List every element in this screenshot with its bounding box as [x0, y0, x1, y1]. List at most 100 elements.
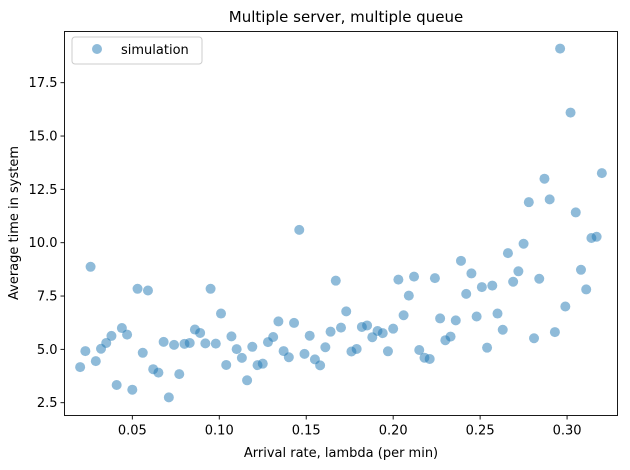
data-point: [581, 284, 592, 295]
data-point: [476, 282, 487, 293]
data-point: [429, 273, 440, 284]
data-point: [273, 316, 284, 327]
plot-area-frame: [64, 31, 618, 416]
data-point: [216, 308, 227, 319]
x-tick-label: 0.30: [553, 424, 582, 439]
data-point: [461, 288, 472, 299]
data-point: [85, 261, 96, 272]
data-point: [75, 362, 86, 373]
data-point: [341, 306, 352, 317]
data-point: [226, 331, 237, 342]
data-point: [466, 268, 477, 279]
data-point: [90, 356, 101, 367]
x-tick-label: 0.05: [118, 424, 147, 439]
data-point: [330, 275, 341, 286]
data-point: [351, 343, 362, 354]
y-tick-label: 7.5: [37, 290, 58, 305]
data-point: [575, 264, 586, 275]
data-point: [591, 231, 602, 242]
data-point: [398, 310, 409, 321]
data-point: [242, 375, 253, 386]
data-point: [205, 283, 216, 294]
legend-label: simulation: [121, 43, 189, 58]
data-point: [570, 207, 581, 218]
data-point: [132, 283, 143, 294]
data-point: [414, 345, 425, 356]
data-point: [299, 348, 310, 359]
x-axis-ticks: 0.05 0.10 0.15 0.20 0.25 0.30: [118, 415, 582, 439]
y-axis-ticks: 2.5 5.0 7.5 10.0 12.5 15.0 17.5: [29, 76, 65, 411]
data-point: [497, 324, 508, 335]
data-point: [409, 271, 420, 282]
data-point: [200, 338, 211, 349]
data-point: [304, 330, 315, 341]
data-point: [382, 346, 393, 357]
data-point: [549, 327, 560, 338]
data-point: [560, 301, 571, 312]
data-point: [424, 353, 435, 364]
data-point: [247, 341, 258, 352]
data-point: [195, 327, 206, 338]
data-point: [534, 273, 545, 284]
data-point: [377, 328, 388, 339]
data-point: [471, 311, 482, 322]
data-point: [221, 359, 232, 370]
x-tick-label: 0.10: [205, 424, 234, 439]
x-axis-label: Arrival rate, lambda (per min): [244, 446, 438, 461]
data-point: [403, 290, 414, 301]
data-point: [169, 339, 180, 350]
data-point: [210, 338, 221, 349]
data-point: [184, 337, 195, 348]
y-tick-label: 5.0: [37, 343, 58, 358]
data-point: [508, 276, 519, 287]
chart-title: Multiple server, multiple queue: [229, 8, 463, 26]
data-point: [268, 331, 279, 342]
data-point: [435, 313, 446, 324]
y-axis-label: Average time in system: [7, 146, 22, 300]
legend-marker: [92, 44, 102, 54]
data-point: [231, 344, 242, 355]
y-tick-label: 17.5: [29, 76, 58, 91]
data-point: [539, 173, 550, 184]
y-tick-label: 15.0: [29, 130, 58, 145]
data-point: [596, 168, 607, 179]
data-point: [393, 274, 404, 285]
data-point: [80, 346, 91, 357]
data-point: [163, 392, 174, 403]
data-point: [283, 352, 294, 363]
data-point: [294, 224, 305, 235]
y-tick-label: 10.0: [29, 236, 58, 251]
data-point: [325, 326, 336, 337]
y-tick-label: 12.5: [29, 183, 58, 198]
data-point: [122, 329, 133, 340]
legend-box: [71, 36, 203, 65]
data-point: [137, 347, 148, 358]
data-point: [153, 367, 164, 378]
data-point: [174, 369, 185, 380]
x-tick-label: 0.20: [379, 424, 408, 439]
x-tick-label: 0.25: [466, 424, 495, 439]
data-point: [544, 194, 555, 205]
data-point: [289, 317, 300, 328]
data-point: [487, 280, 498, 291]
data-point: [101, 337, 112, 348]
data-point: [529, 333, 540, 344]
data-point: [513, 266, 524, 277]
legend: simulation: [71, 36, 203, 65]
data-point: [158, 336, 169, 347]
data-point: [320, 342, 331, 353]
data-point: [362, 320, 373, 331]
data-point: [492, 308, 503, 319]
data-point: [388, 323, 399, 334]
data-point: [127, 384, 138, 395]
data-point: [518, 238, 529, 249]
data-point: [111, 379, 122, 390]
data-point: [450, 315, 461, 326]
data-points: [75, 43, 607, 403]
data-point: [315, 360, 326, 371]
data-point: [555, 43, 566, 54]
x-tick-label: 0.15: [292, 424, 321, 439]
y-tick-label: 2.5: [37, 396, 58, 411]
